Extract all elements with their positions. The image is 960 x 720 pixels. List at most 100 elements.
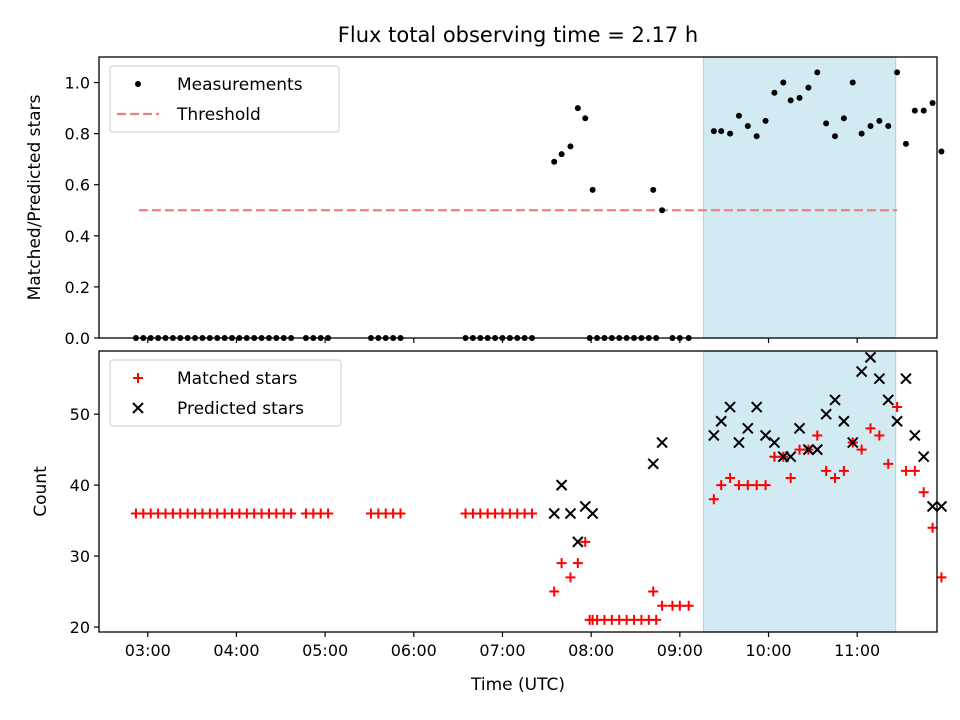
data-point xyxy=(753,133,760,140)
data-point xyxy=(900,465,911,476)
data-point xyxy=(727,130,734,137)
data-point xyxy=(855,365,868,378)
data-point xyxy=(724,401,736,413)
y-tick-label: 50 xyxy=(70,405,90,424)
data-point xyxy=(830,473,841,484)
legend-label: Matched stars xyxy=(177,369,297,389)
data-point xyxy=(647,458,659,470)
data-point xyxy=(785,473,796,484)
x-tick-label: 08:00 xyxy=(568,641,614,660)
data-point xyxy=(567,143,574,150)
data-point xyxy=(742,422,754,435)
data-point xyxy=(787,97,794,104)
data-point xyxy=(885,122,892,129)
x-tick-label: 03:00 xyxy=(125,641,171,660)
data-point xyxy=(829,394,841,406)
data-point xyxy=(811,443,823,456)
data-point xyxy=(909,429,921,442)
y-tick-label: 40 xyxy=(70,476,90,495)
data-point xyxy=(527,508,538,519)
data-point xyxy=(935,500,948,513)
data-point xyxy=(565,572,576,583)
data-point xyxy=(802,443,815,456)
highlight-span xyxy=(702,350,897,633)
data-point xyxy=(733,480,744,491)
data-point xyxy=(395,508,406,519)
x-tick-label: 07:00 xyxy=(479,641,525,660)
data-point xyxy=(911,107,918,114)
x-tick-label: 11:00 xyxy=(834,641,880,660)
data-point xyxy=(558,151,565,158)
data-point xyxy=(832,133,839,140)
data-point xyxy=(716,480,727,491)
data-point xyxy=(918,487,929,498)
data-point xyxy=(917,451,930,463)
x-tick-label: 04:00 xyxy=(213,641,259,660)
data-point xyxy=(572,558,583,569)
axes-frame xyxy=(98,56,938,339)
data-point xyxy=(659,207,666,214)
legend-box xyxy=(109,65,340,133)
data-point xyxy=(823,120,830,127)
data-point xyxy=(838,465,849,476)
data-point xyxy=(744,122,751,129)
data-point xyxy=(894,69,901,76)
data-point xyxy=(708,429,720,442)
data-point xyxy=(760,480,771,491)
data-point xyxy=(900,372,912,385)
data-point xyxy=(742,480,753,491)
highlight-span xyxy=(702,56,897,339)
data-point xyxy=(858,130,865,137)
data-point xyxy=(759,429,772,442)
data-point xyxy=(708,494,719,505)
data-point xyxy=(873,372,886,385)
data-point xyxy=(812,430,823,441)
data-point xyxy=(286,508,297,519)
data-point xyxy=(580,536,591,547)
data-point xyxy=(657,600,668,611)
x-tick-label: 06:00 xyxy=(391,641,437,660)
data-point xyxy=(549,586,560,597)
y-tick-label: 0.2 xyxy=(65,278,90,297)
data-point xyxy=(784,451,797,463)
bottom-panel: 03:00 04:00 05:00 06:00 07:00 08:00 09:00 10:00… xyxy=(31,350,948,660)
x-tick-label: 10:00 xyxy=(745,641,791,660)
data-point xyxy=(909,465,920,476)
data-point xyxy=(927,522,938,533)
data-point xyxy=(821,465,832,476)
data-point xyxy=(820,408,832,420)
data-point xyxy=(883,458,894,469)
data-point xyxy=(891,415,903,427)
data-point xyxy=(683,600,694,611)
legend-marker-measurements xyxy=(135,81,141,87)
data-point xyxy=(864,351,877,364)
data-point xyxy=(572,536,584,548)
data-point xyxy=(674,600,685,611)
data-point xyxy=(725,473,736,484)
data-point xyxy=(926,500,939,513)
y-axis-label: Count xyxy=(31,466,51,517)
data-point xyxy=(849,79,856,86)
data-point xyxy=(586,507,599,520)
chart-title: Flux total observing time = 2.17 h xyxy=(338,23,698,47)
data-point xyxy=(556,558,567,569)
data-point xyxy=(656,436,668,449)
data-point xyxy=(771,89,778,96)
data-point xyxy=(733,436,745,449)
series-matched-stars xyxy=(130,402,947,625)
data-point xyxy=(876,117,883,124)
data-point xyxy=(874,430,885,441)
data-point xyxy=(938,148,945,155)
legend-label: Predicted stars xyxy=(177,399,304,419)
data-point xyxy=(751,480,762,491)
data-point xyxy=(648,586,659,597)
data-point xyxy=(762,117,769,124)
data-point xyxy=(920,107,927,114)
data-point xyxy=(814,69,821,76)
data-point xyxy=(769,451,780,462)
data-point xyxy=(551,158,558,165)
data-point xyxy=(564,507,577,520)
x-axis-label: Time (UTC) xyxy=(470,675,565,695)
data-point xyxy=(902,140,909,147)
data-point xyxy=(838,415,850,427)
